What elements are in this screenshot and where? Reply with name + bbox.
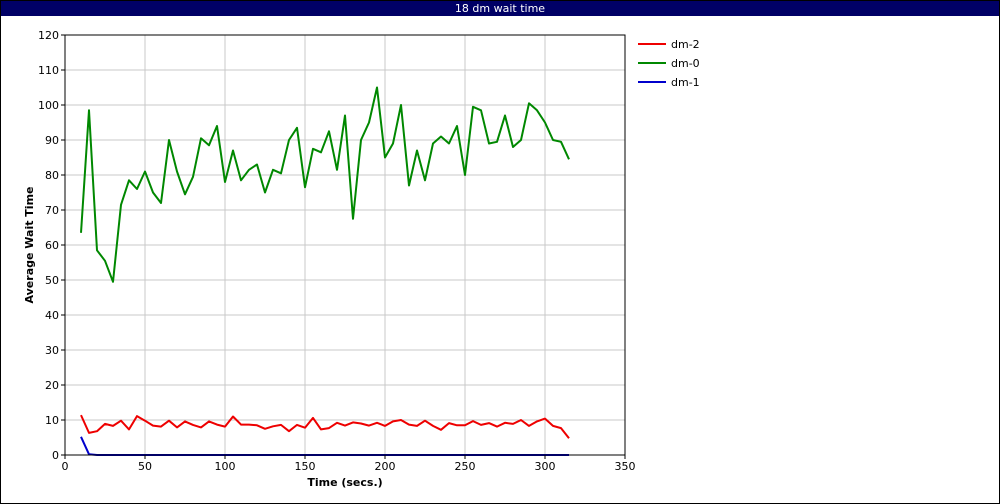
y-tick-label: 70 [45,204,59,217]
y-tick-label: 90 [45,134,59,147]
y-tick-label: 110 [38,64,59,77]
y-tick-label: 30 [45,344,59,357]
y-tick-label: 50 [45,274,59,287]
y-tick-label: 100 [38,99,59,112]
x-tick-label: 250 [455,460,476,473]
series-line-dm-2 [80,414,570,439]
y-tick-label: 120 [38,29,59,42]
y-axis-ticks: 0 10 20 30 40 50 60 70 80 90 100 110 120 [38,29,65,462]
window-title-bar: 18 dm wait time [1,1,999,16]
x-tick-label: 50 [138,460,152,473]
x-axis-label: Time (secs.) [307,476,382,489]
x-tick-label: 200 [375,460,396,473]
legend: dm-2 dm-0 dm-1 [638,38,700,89]
y-tick-label: 80 [45,169,59,182]
y-tick-label: 60 [45,239,59,252]
y-tick-label: 10 [45,414,59,427]
y-tick-label: 0 [52,449,59,462]
legend-label-dm-1: dm-1 [671,76,700,89]
y-tick-label: 20 [45,379,59,392]
legend-label-dm-0: dm-0 [671,57,700,70]
window-title: 18 dm wait time [454,2,546,15]
x-axis-ticks: 0 50 100 150 200 250 300 350 [62,455,636,473]
x-tick-label: 0 [62,460,69,473]
x-tick-label: 300 [535,460,556,473]
x-tick-label: 350 [615,460,636,473]
x-tick-label: 100 [215,460,236,473]
y-tick-label: 40 [45,309,59,322]
x-tick-label: 150 [295,460,316,473]
legend-label-dm-2: dm-2 [671,38,700,51]
y-axis-label: Average Wait Time [23,187,36,304]
series-line-dm-0 [80,86,570,283]
